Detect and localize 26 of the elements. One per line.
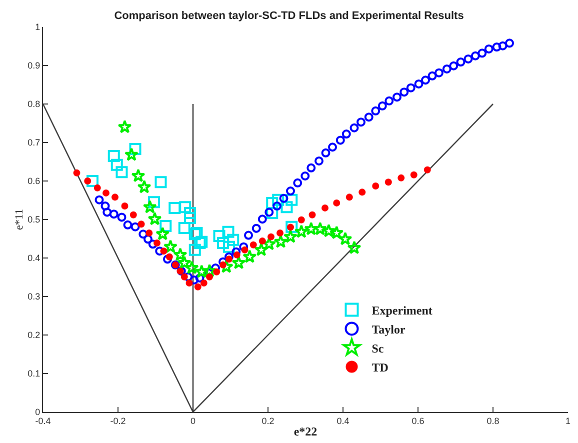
x-tick-label: -0.4 — [35, 416, 51, 426]
x-tick-label: 1 — [565, 416, 571, 426]
y-tick-label: 0.9 — [28, 60, 40, 71]
legend-label: Experiment — [372, 303, 432, 318]
y-axis-title: e*11 — [13, 209, 26, 230]
y-tick-label: 0.6 — [28, 176, 40, 186]
x-axis-title: e*22 — [294, 424, 318, 439]
y-tick-label: 0.8 — [28, 99, 40, 110]
y-tick-label: 0.7 — [28, 138, 40, 148]
legend-label: TD — [372, 360, 389, 374]
x-tick-label: 0.6 — [412, 416, 424, 426]
y-tick-label: 0.2 — [28, 330, 40, 340]
x-tick-label: 0.8 — [486, 416, 500, 426]
y-tick-label: 0.5 — [28, 214, 40, 225]
x-tick-label: 0.4 — [336, 416, 350, 426]
y-tick-label: 1 — [35, 22, 40, 32]
y-tick-label: 0.1 — [28, 368, 40, 379]
y-tick-label: 0 — [35, 407, 40, 418]
legend-label: Taylor — [372, 322, 406, 336]
legend-label: Sc — [372, 341, 384, 356]
x-tick-label: -0.2 — [110, 416, 126, 426]
y-tick-label: 0.4 — [28, 253, 40, 264]
x-tick-label: 0 — [190, 416, 196, 426]
y-tick-label: 0.3 — [28, 292, 40, 302]
chart-title: Comparison between taylor-SC-TD FLDs and Experimental Results — [114, 10, 464, 22]
x-tick-label: 0.2 — [262, 416, 274, 426]
